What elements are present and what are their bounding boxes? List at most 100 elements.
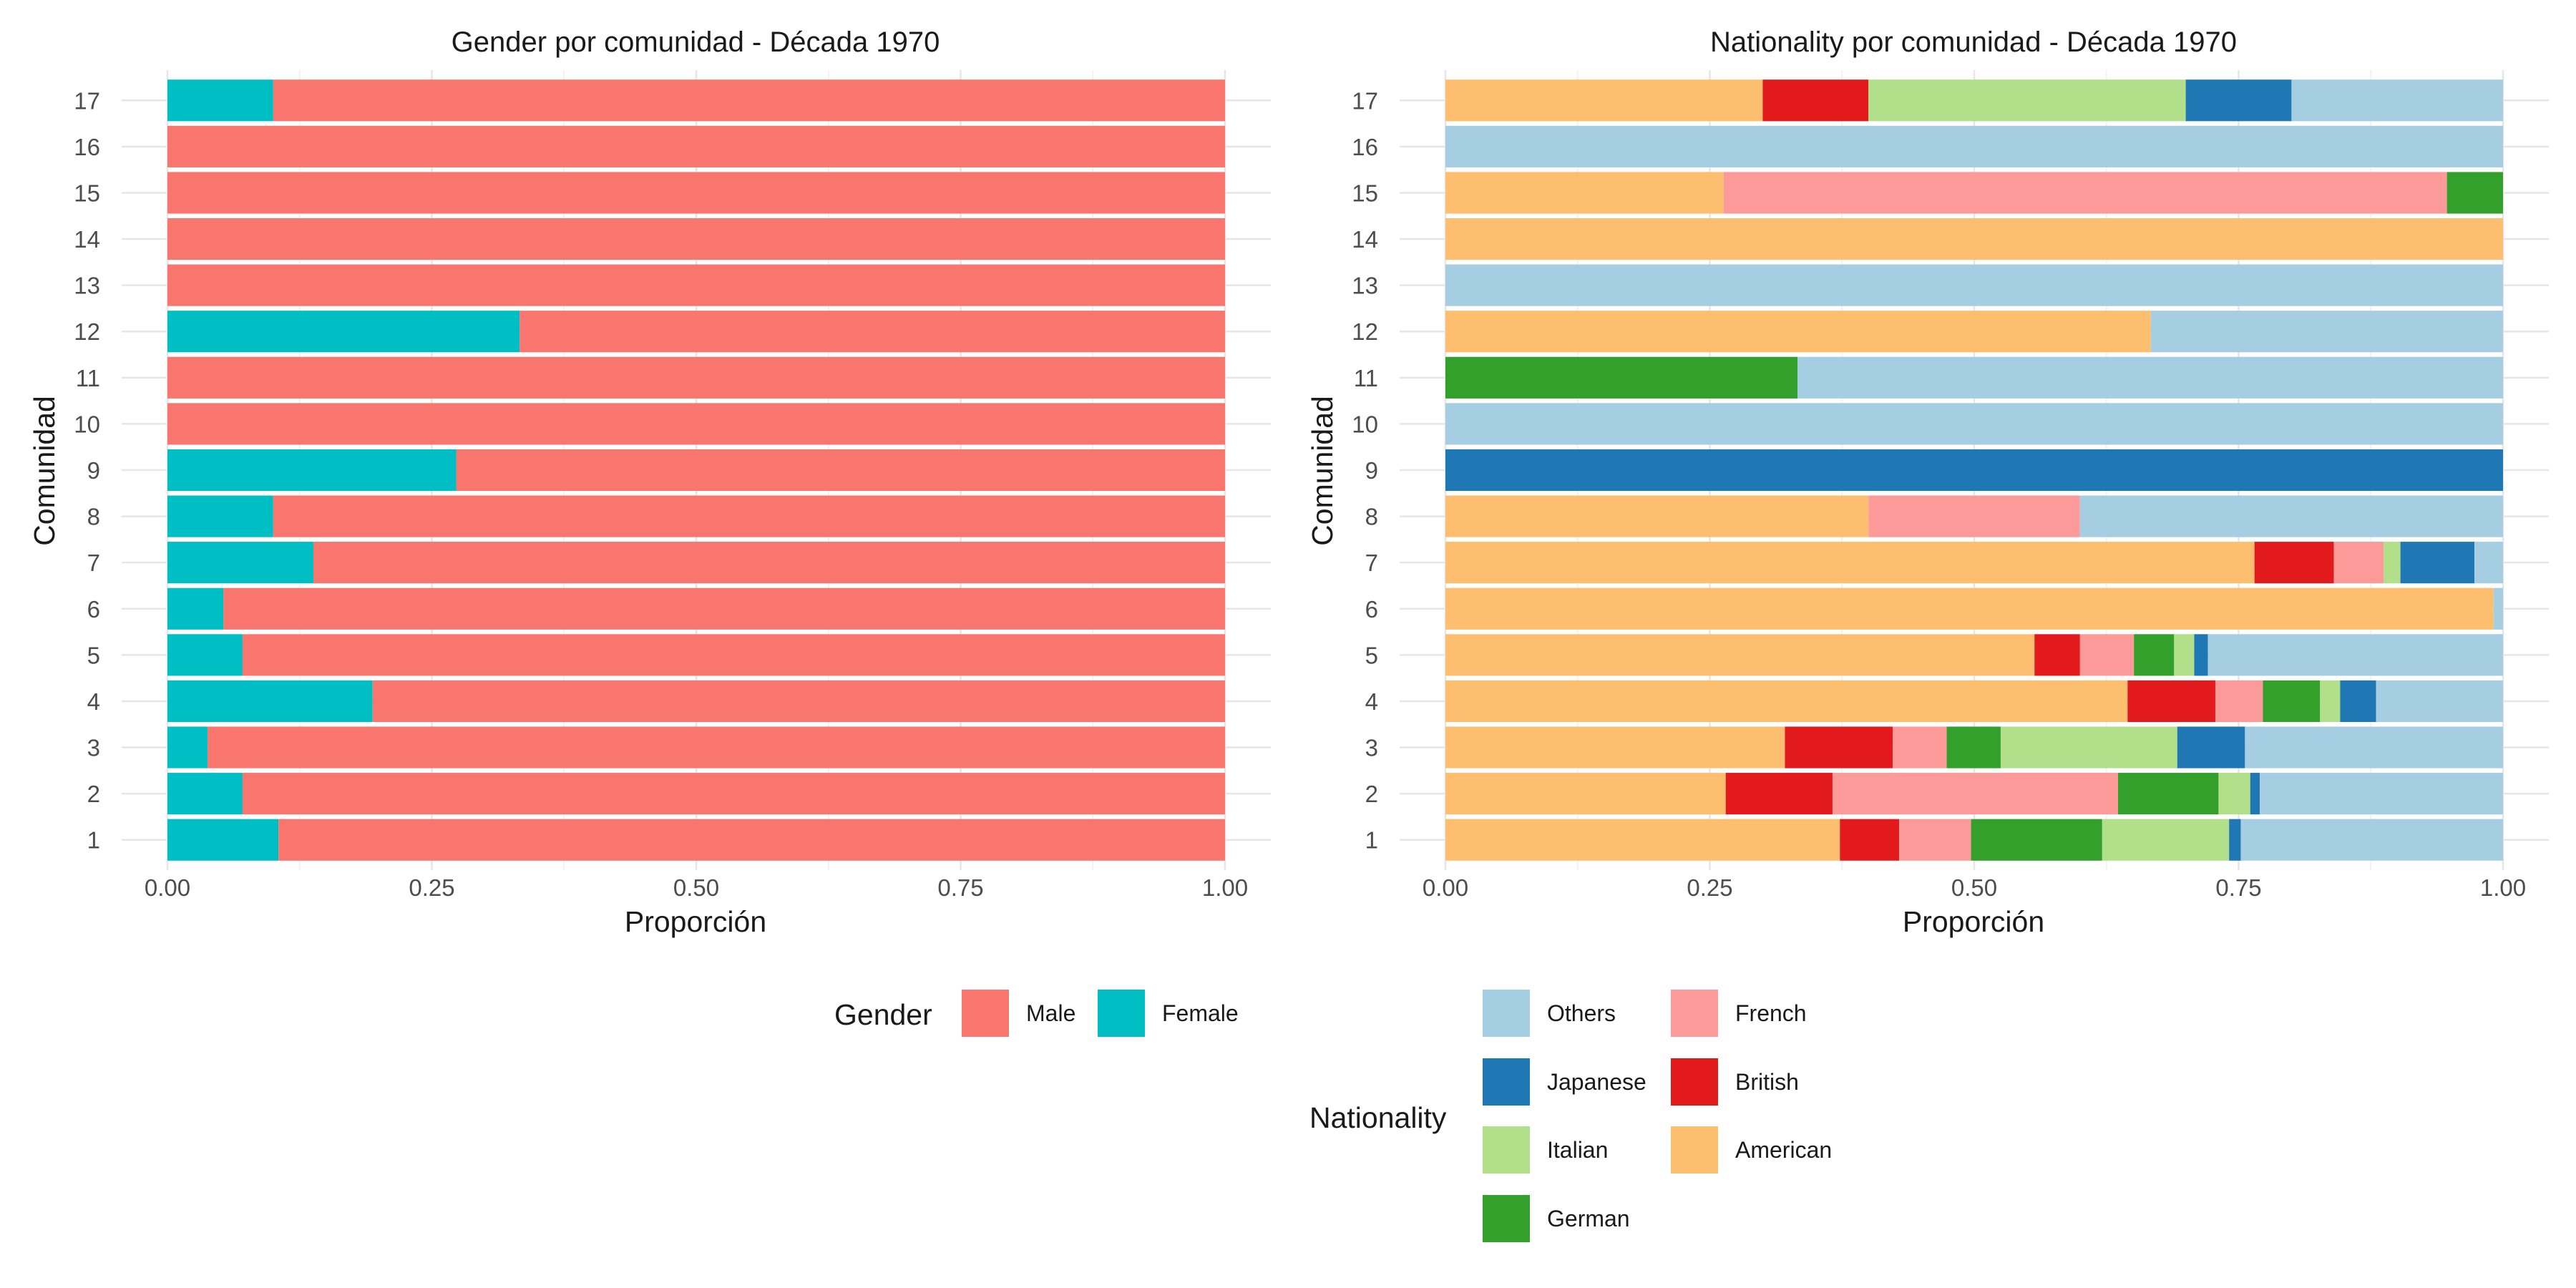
bar-segment bbox=[1445, 587, 2494, 630]
chart-title: Nationality por comunidad - Década 1970 bbox=[1710, 26, 2237, 58]
bar-segment bbox=[167, 264, 1225, 306]
bar-segment bbox=[167, 680, 373, 723]
bar-segment bbox=[167, 218, 1225, 260]
x-tick-label: 0.75 bbox=[937, 874, 983, 901]
bar-segment bbox=[1445, 79, 1763, 122]
legend-item: Male bbox=[962, 990, 1075, 1037]
bar-segment bbox=[1785, 726, 1893, 769]
x-tick-label: 1.00 bbox=[1202, 874, 1248, 901]
bar-segment bbox=[2185, 79, 2292, 122]
bar-segment bbox=[2127, 680, 2215, 723]
bar-segment bbox=[2000, 726, 2177, 769]
y-tick-label: 13 bbox=[74, 273, 100, 299]
legend-swatch bbox=[1671, 1126, 1718, 1174]
bar-segment bbox=[167, 403, 1225, 445]
x-tick-labels: 0.00 0.25 0.50 0.75 1.00 bbox=[1423, 874, 2526, 901]
y-tick-label: 13 bbox=[1352, 273, 1378, 299]
y-tick-label: 2 bbox=[1365, 781, 1378, 807]
bar-segment bbox=[1762, 79, 1869, 122]
bar-segment bbox=[167, 311, 520, 353]
legend: Gender Male Female bbox=[834, 990, 1239, 1037]
legend-title: Nationality bbox=[1309, 1101, 1447, 1134]
y-tick-label: 15 bbox=[1352, 180, 1378, 206]
legend-item: German bbox=[1483, 1195, 1630, 1242]
bar-segment bbox=[278, 819, 1226, 861]
bar-segment bbox=[1445, 218, 2503, 260]
bar-segment bbox=[1832, 773, 2119, 815]
bar-segment bbox=[2218, 773, 2250, 815]
bar-segment bbox=[1797, 356, 2503, 399]
bar-segment bbox=[2174, 634, 2195, 676]
legend-swatch bbox=[1483, 1058, 1530, 1106]
bar-segment bbox=[1445, 264, 2503, 306]
bar-segment bbox=[273, 79, 1225, 122]
bar-segment bbox=[2376, 680, 2503, 723]
legend-swatch bbox=[1483, 1126, 1530, 1174]
legend-swatch bbox=[1483, 990, 1530, 1037]
y-tick-label: 10 bbox=[1352, 411, 1378, 437]
legend-swatch bbox=[1671, 990, 1718, 1037]
y-tick-label: 15 bbox=[74, 180, 100, 206]
y-tick-label: 5 bbox=[87, 642, 100, 668]
y-tick-label: 16 bbox=[1352, 134, 1378, 160]
y-tick-label: 11 bbox=[1354, 365, 1378, 391]
y-tick-label: 17 bbox=[1352, 87, 1378, 114]
bar-segment bbox=[519, 311, 1225, 353]
bar-segment bbox=[2493, 587, 2503, 630]
legend-label: British bbox=[1735, 1069, 1799, 1095]
bar-segment bbox=[167, 125, 1225, 167]
x-tick-label: 1.00 bbox=[2480, 874, 2526, 901]
x-tick-label: 0.25 bbox=[1687, 874, 1732, 901]
x-tick-label: 0.50 bbox=[1951, 874, 1997, 901]
bar-segment bbox=[2245, 726, 2503, 769]
legend-swatch bbox=[962, 990, 1009, 1037]
legend-label: American bbox=[1735, 1137, 1832, 1163]
y-tick-label: 7 bbox=[87, 550, 100, 576]
bar-segment bbox=[2134, 634, 2175, 676]
bar-segment bbox=[2079, 495, 2503, 537]
x-tick-label: 0.25 bbox=[409, 874, 454, 901]
y-tick-label: 11 bbox=[76, 365, 100, 391]
legend-label: French bbox=[1735, 1000, 1807, 1026]
bar-segment bbox=[1445, 495, 1869, 537]
bars bbox=[1445, 79, 2503, 861]
bar-segment bbox=[167, 634, 243, 676]
legend-label: Others bbox=[1547, 1000, 1616, 1026]
y-tick-label: 6 bbox=[87, 596, 100, 623]
legend-items: Others Japanese Italian German French British… bbox=[1483, 990, 1832, 1242]
y-tick-label: 12 bbox=[74, 318, 100, 345]
y-tick-label: 1 bbox=[87, 827, 100, 854]
bar-segment bbox=[313, 542, 1225, 584]
bar-segment bbox=[2291, 79, 2503, 122]
legend-item: American bbox=[1671, 1126, 1832, 1174]
legend: Nationality Others Japanese Italian German F… bbox=[1309, 990, 1832, 1242]
bar-segment bbox=[2229, 819, 2241, 861]
bar-segment bbox=[2207, 634, 2503, 676]
legend-label: Female bbox=[1162, 1000, 1239, 1026]
bar-segment bbox=[1723, 172, 2447, 214]
bar-segment bbox=[167, 542, 313, 584]
bar-segment bbox=[1893, 726, 1947, 769]
bar-segment bbox=[1725, 773, 1833, 815]
bar-segment bbox=[2474, 542, 2503, 584]
y-tick-label: 5 bbox=[1365, 642, 1378, 668]
bar-segment bbox=[1445, 726, 1785, 769]
bar-segment bbox=[1868, 79, 2186, 122]
y-tick-label: 1 bbox=[1365, 827, 1378, 854]
bar-segment bbox=[1899, 819, 1971, 861]
y-tick-label: 6 bbox=[1365, 596, 1378, 623]
x-tick-label: 0.00 bbox=[145, 874, 190, 901]
x-tick-label: 0.00 bbox=[1423, 874, 1468, 901]
legend-item: Others bbox=[1483, 990, 1616, 1037]
legend-label: Japanese bbox=[1547, 1069, 1646, 1095]
y-tick-label: 9 bbox=[87, 457, 100, 484]
x-tick-label: 0.50 bbox=[673, 874, 719, 901]
bar-segment bbox=[1445, 634, 2035, 676]
bar-segment bbox=[167, 773, 243, 815]
bar-segment bbox=[2320, 680, 2341, 723]
bars bbox=[167, 79, 1226, 861]
bar-segment bbox=[242, 634, 1225, 676]
bar-segment bbox=[2177, 726, 2245, 769]
